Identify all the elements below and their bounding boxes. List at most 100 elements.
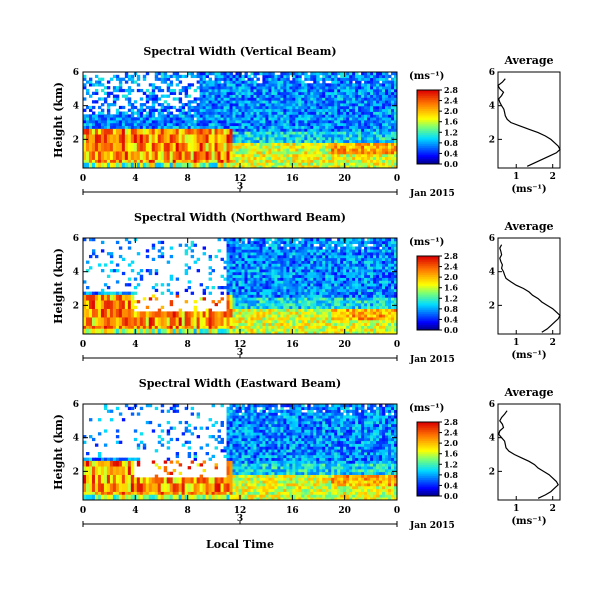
colorbar-segment: [417, 322, 439, 325]
date-label: Jan 2015: [409, 189, 455, 199]
colorbar-segment: [417, 280, 439, 283]
colorbar-tick-label: 2.4: [444, 96, 458, 106]
heatmap-cells: [83, 72, 398, 169]
colorbar-segment: [417, 125, 439, 128]
colorbar-segment: [417, 294, 439, 298]
colorbar-segment: [417, 138, 439, 141]
date-marker: 3: [237, 182, 243, 192]
colorbar: [417, 90, 439, 165]
colorbar-segment: [417, 149, 439, 152]
colorbar-segment: [417, 446, 439, 449]
colorbar: [417, 422, 439, 497]
colorbar-segment: [417, 268, 439, 272]
colorbar-segment: [417, 304, 439, 307]
colorbar-tick-label: 0.4: [444, 314, 458, 324]
profile-line: [499, 244, 561, 333]
panel-3: Spectral Width (Eastward Beam)0 4 8 12 16 20 0…: [52, 377, 561, 531]
colorbar-segment: [417, 132, 439, 135]
colorbar-segment: [417, 484, 439, 488]
profile-y-tick-label: 6: [489, 234, 495, 244]
colorbar-segment: [417, 121, 439, 124]
colorbar-segment: [417, 139, 439, 143]
colorbar-segment: [417, 257, 439, 261]
panel-1: Spectral Width (Vertical Beam)0 4 8 12 16 20 0…: [52, 45, 561, 199]
colorbar-segment: [417, 291, 439, 294]
colorbar-segment: [417, 425, 439, 429]
colorbar-segment: [417, 442, 439, 445]
y-tick-label: 6: [73, 234, 79, 244]
colorbar-segment: [417, 106, 439, 109]
profile-frame: [497, 403, 561, 501]
colorbar-tick-label: 2.8: [444, 251, 458, 261]
colorbar-tick-label: 0.4: [444, 148, 458, 158]
x-tick-label: 12: [234, 340, 247, 350]
x-tick-label: 8: [185, 340, 191, 350]
profile-y-tick-label: 4: [489, 102, 495, 112]
colorbar-segment: [417, 90, 439, 93]
x-tick-label: 8: [185, 174, 191, 184]
colorbar-tick-label: 1.6: [444, 449, 458, 459]
colorbar-segment: [417, 95, 439, 98]
colorbar-segment: [417, 486, 439, 490]
date-marker: 3: [237, 514, 243, 524]
colorbar-segment: [417, 481, 439, 484]
colorbar-segment: [417, 305, 439, 309]
colorbar-segment: [417, 490, 439, 493]
colorbar-segment: [417, 317, 439, 320]
colorbar-segment: [417, 130, 439, 134]
heatmap-cells: [83, 404, 398, 501]
colorbar-segment: [417, 300, 439, 303]
profile-x-label: (ms⁻¹): [511, 184, 546, 195]
colorbar-segment: [417, 147, 439, 150]
colorbar-segment: [417, 91, 439, 95]
colorbar-segment: [417, 274, 439, 277]
profile-title: Average: [503, 386, 553, 399]
colorbar-segment: [417, 152, 439, 156]
colorbar-segment: [417, 117, 439, 121]
colorbar-segment: [417, 97, 439, 100]
colorbar-segment: [417, 429, 439, 432]
colorbar-segment: [417, 313, 439, 316]
y-axis-label: Height (km): [52, 414, 65, 490]
colorbar-segment: [417, 307, 439, 311]
colorbar-segment: [417, 328, 439, 331]
colorbar-segment: [417, 287, 439, 290]
colorbar-segment: [417, 318, 439, 322]
colorbar-unit: (ms⁻¹): [409, 403, 444, 414]
colorbar-segment: [417, 158, 439, 161]
colorbar-segment: [417, 473, 439, 477]
colorbar-segment: [417, 293, 439, 296]
date-label: Jan 2015: [409, 521, 455, 531]
profile-y-tick-label: 6: [489, 400, 495, 410]
colorbar-segment: [417, 278, 439, 281]
profile-frame: [497, 71, 561, 169]
profile-title: Average: [503, 220, 553, 233]
profile-x-label: (ms⁻¹): [511, 350, 546, 361]
y-tick-label: 6: [73, 400, 79, 410]
panel-title: Spectral Width (Northward Beam): [134, 211, 346, 224]
colorbar-tick-label: 1.2: [444, 127, 458, 137]
colorbar-segment: [417, 298, 439, 301]
profile-x-tick-label: 1: [513, 172, 519, 182]
colorbar-segment: [417, 151, 439, 154]
colorbar-tick-label: 2.4: [444, 428, 458, 438]
colorbar-segment: [417, 494, 439, 497]
colorbar-segment: [417, 281, 439, 285]
profile-frame: [497, 237, 561, 335]
colorbar-segment: [417, 315, 439, 318]
profile-x-tick-label: 2: [550, 338, 556, 348]
y-tick-label: 6: [73, 68, 79, 78]
profile-x-tick-label: 1: [513, 504, 519, 514]
x-tick-label: 0: [80, 506, 86, 516]
x-tick-label: 12: [234, 506, 247, 516]
x-tick-label: 16: [286, 506, 299, 516]
x-tick-label: 16: [286, 340, 299, 350]
y-tick-label: 2: [73, 135, 79, 145]
average-profile: Average 1 2 2 4 6 (ms⁻¹): [489, 220, 561, 361]
colorbar-tick-label: 2.8: [444, 85, 458, 95]
profile-x-tick-label: 2: [550, 504, 556, 514]
colorbar-segment: [417, 270, 439, 274]
colorbar-tick-label: 1.6: [444, 283, 458, 293]
y-tick-label: 4: [73, 268, 79, 278]
